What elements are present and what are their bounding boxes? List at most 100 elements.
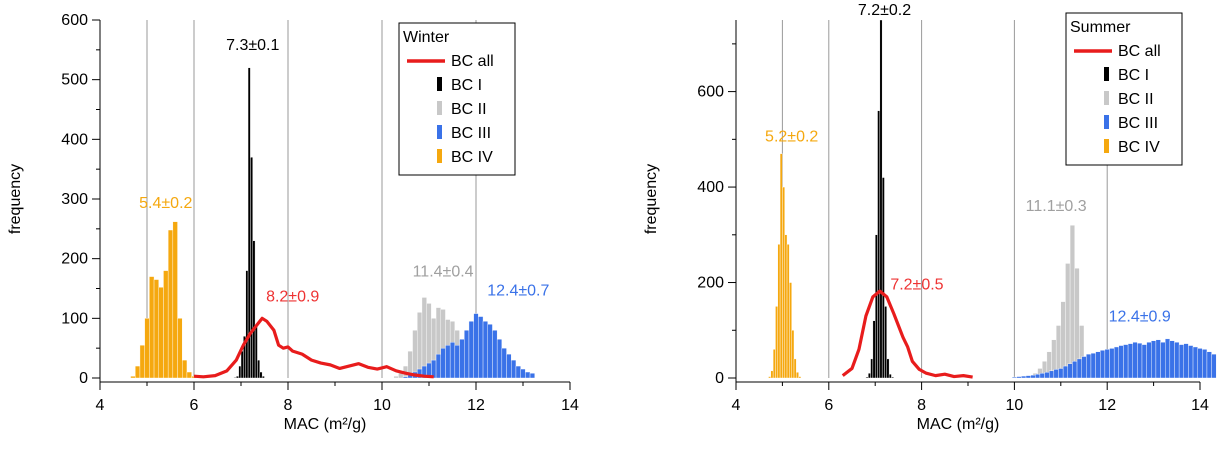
y-tick-label: 200	[697, 275, 724, 292]
x-tick-label: 8	[284, 397, 293, 414]
histogram-bar	[779, 153, 783, 379]
series-bc-iv	[768, 153, 802, 379]
chart-panel-left: 4 6 8 10 12 14 0 100 200 300 400 500 600 MAC (m²/g) fr…	[7, 12, 579, 433]
histogram-bar	[865, 376, 869, 379]
y-tick-label: 500	[61, 72, 88, 89]
histogram-bar	[182, 359, 188, 379]
histogram-bar	[1151, 340, 1157, 379]
histogram-bar	[487, 324, 493, 379]
series-line-bc-all	[193, 316, 434, 379]
histogram-bar	[468, 321, 474, 379]
y-tick-label: 200	[61, 251, 88, 268]
histogram-bar	[1155, 339, 1161, 379]
legend-entry-label: BC III	[1118, 115, 1158, 132]
histogram-bar	[186, 371, 192, 379]
histogram-bar	[149, 276, 155, 379]
legend-entry-label: BC IV	[1118, 139, 1160, 156]
histogram-bar	[1104, 349, 1110, 379]
y-tick-label: 0	[715, 370, 724, 387]
histogram-bar	[506, 353, 512, 379]
histogram-bar	[1076, 358, 1082, 379]
histogram-bar	[891, 376, 894, 379]
legend-title: Winter	[403, 29, 450, 46]
series-bc-iii	[1011, 338, 1217, 379]
histogram-bar	[1011, 376, 1017, 379]
histogram-bar	[1164, 338, 1171, 379]
histogram-bar	[1081, 356, 1087, 379]
y-tick-label: 400	[61, 131, 88, 148]
histogram-bar	[435, 353, 441, 379]
histogram-bar	[139, 344, 145, 379]
histogram-bar	[870, 358, 874, 379]
x-tick-label: 4	[732, 397, 741, 414]
histogram-bar	[1132, 342, 1138, 379]
histogram-bar	[1090, 352, 1096, 379]
histogram-bar	[412, 330, 418, 379]
legend-entry-label: BC all	[1118, 43, 1161, 60]
histogram-bar	[1100, 350, 1106, 379]
legend-swatch-bar	[1104, 91, 1109, 105]
legend-box	[1065, 12, 1183, 166]
legend-swatch-bar	[437, 149, 442, 163]
annotation-label: 5.2±0.2	[765, 129, 818, 146]
y-tick-label: 600	[697, 84, 724, 101]
histogram-bar	[1016, 376, 1022, 379]
x-tick-label: 10	[1006, 397, 1024, 414]
histogram-bar	[130, 376, 136, 379]
histogram-bar	[393, 376, 399, 379]
x-tick-label: 8	[917, 397, 926, 414]
histogram-bar	[153, 279, 159, 379]
histogram-bar	[1072, 361, 1078, 379]
histogram-bar	[1169, 340, 1175, 379]
annotation-label: 5.4±0.2	[139, 195, 192, 212]
histogram-bar	[1192, 346, 1198, 379]
histogram-bar	[163, 270, 169, 379]
histogram-bar	[167, 229, 174, 379]
histogram-bar	[250, 157, 253, 379]
histogram-bar	[796, 372, 799, 379]
histogram-bar	[1206, 351, 1212, 379]
histogram-bar	[515, 365, 521, 379]
histogram-bar	[529, 373, 535, 379]
histogram-bar	[492, 330, 498, 379]
histogram-bar	[798, 376, 802, 379]
histogram-bar	[784, 234, 788, 379]
x-tick-label: 14	[1191, 397, 1209, 414]
histogram-bar	[254, 324, 258, 379]
x-axis-label: MAC (m²/g)	[917, 416, 1000, 433]
histogram-bar	[240, 350, 244, 379]
histogram-bar	[1137, 342, 1143, 379]
x-tick-label: 12	[467, 397, 485, 414]
histogram-bar	[1188, 345, 1194, 379]
histogram-bar	[525, 371, 531, 379]
histogram-bar	[875, 234, 878, 379]
histogram-bar	[1062, 365, 1068, 379]
histogram-bar	[257, 359, 261, 379]
y-axis-label: frequency	[643, 164, 660, 234]
histogram-bar	[868, 373, 871, 379]
annotation-label: 8.2±0.9	[266, 289, 319, 306]
x-tick-label: 10	[373, 397, 391, 414]
histogram-bar	[775, 306, 778, 379]
histogram-bar	[1109, 348, 1115, 379]
histogram-bar	[793, 358, 797, 379]
histogram-bar	[1183, 343, 1189, 379]
annotation-label: 7.2±0.2	[858, 2, 911, 19]
legend-entry-label: BC I	[1118, 67, 1149, 84]
histogram-bar	[1118, 345, 1124, 379]
histogram-bar	[786, 244, 790, 379]
histogram-bar	[1086, 353, 1092, 379]
histogram-bar	[459, 339, 465, 379]
histogram-bar	[496, 339, 503, 379]
series-bc-i	[233, 67, 265, 379]
annotation-label: 12.4±0.7	[487, 283, 549, 300]
legend-entry-label: BC all	[451, 53, 494, 70]
y-tick-label: 400	[697, 179, 724, 196]
x-tick-label: 14	[561, 397, 579, 414]
histogram-bar	[1202, 349, 1208, 379]
histogram-bar	[520, 368, 526, 379]
histogram-bar	[1141, 344, 1147, 379]
